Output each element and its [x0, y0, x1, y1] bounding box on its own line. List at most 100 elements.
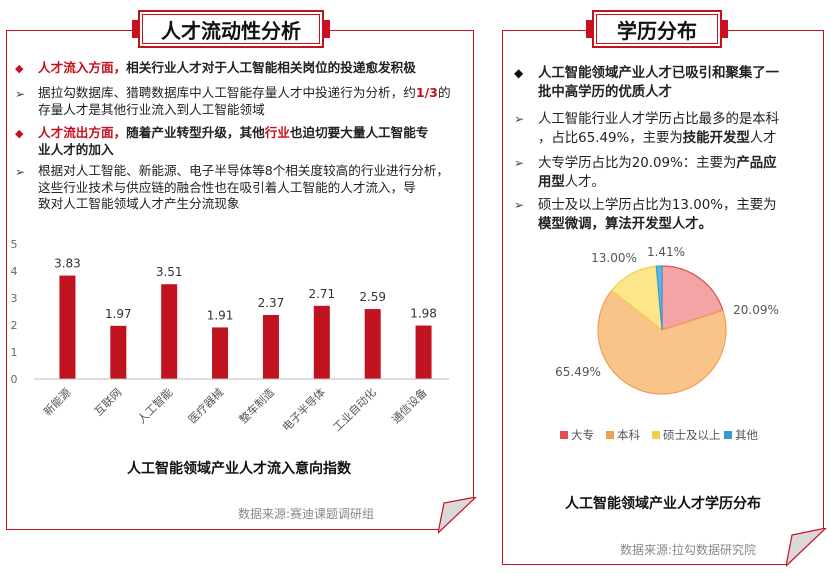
bar-value-label: 2.37 [258, 296, 285, 310]
pie-slice [655, 265, 663, 331]
title-decoration [586, 20, 592, 38]
inflow-detail: 据拉勾数据库、猎聘数据库中人工智能存量人才中投递行为分析，约1/3的 存量人才是… [38, 85, 468, 118]
legend-label: 硕士及以上 [663, 428, 721, 442]
inflow-head: 人才流入方面， [38, 60, 127, 75]
y-axis-ticks: 0 1 2 3 4 5 [11, 238, 18, 386]
x-tick-label: 通信设备 [389, 385, 430, 426]
y-tick-label: 0 [11, 373, 18, 386]
bar-value-label: 1.97 [105, 307, 132, 321]
pie-chart-title: 人工智能领域产业人才学历分布 [565, 495, 761, 512]
x-tick-label: 新能源 [40, 385, 73, 418]
edu-bachelor-type: 技能开发型 [682, 131, 750, 146]
pie-slice [597, 289, 727, 395]
right-section-title: 学历分布 [586, 10, 728, 48]
arrow-bullet-icon: ➢ [514, 112, 525, 126]
outflow-head: 人才流出方面， [38, 125, 127, 140]
bar-value-label: 1.98 [410, 307, 437, 321]
bar [262, 315, 279, 379]
inflow-point: 人才流入方面，相关行业人才对于人工智能相关岗位的投递愈发积极 [38, 60, 416, 77]
edu-college-a: 大专学历占比为20.09%：主要为 [538, 156, 737, 171]
pie-slice [661, 265, 724, 331]
edu-college: 大专学历占比为20.09%：主要为产品应 用型人才。 [538, 154, 777, 192]
edu-summary: 人工智能领域产业人才已吸引和聚集了一 批中高学历的优质人才 [538, 64, 779, 102]
edu-master-type: 模型微调，算法开发型 [538, 217, 672, 232]
inflow-text: 相关行业人才对于人工智能相关岗位的投递愈发积极 [126, 60, 416, 75]
arrow-bullet-icon: ➢ [514, 198, 525, 212]
pie-value-labels: 20.09% 65.49% 13.00% 1.41% [555, 245, 779, 379]
title-decoration [324, 20, 330, 38]
pie-value-label: 1.41% [647, 245, 685, 259]
edu-bachelor-a: ，占比65.49%，主要为 [538, 131, 683, 146]
pie-legend: 大专 本科 硕士及以上 其他 [560, 428, 758, 442]
x-tick-label: 电子半导体 [279, 385, 328, 434]
bar [110, 325, 127, 379]
inflow-detail-a: 据拉勾数据库、猎聘数据库中人工智能存量人才中投递行为分析，约 [38, 85, 416, 100]
title-decoration [132, 20, 138, 38]
pie-slices [597, 265, 727, 395]
bar [415, 325, 432, 379]
inflow-detail-line2: 存量人才是其他行业流入到人工智能领域 [38, 101, 265, 117]
edu-college-type2: 用型 [538, 175, 565, 190]
x-tick-label: 医疗器械 [185, 385, 226, 426]
outflow-detail-line1: 根据对人工智能、新能源、电子半导体等8个相关度较高的行业进行分析， [38, 163, 450, 178]
outflow-detail-line2: 这些行业技术与供应链的融合性也在吸引着人工智能的人才流入，导 [38, 179, 416, 195]
bar-value-label: 2.59 [359, 290, 386, 304]
outflow-point: 人才流出方面，随着产业转型升级，其他行业也迫切要大量人工智能专 业人才的加入 [38, 125, 470, 158]
bar [161, 284, 178, 379]
edu-college-type1: 产品应 [736, 156, 777, 171]
pie-value-label: 65.49% [555, 365, 601, 379]
education-pie-chart: 20.09% 65.49% 13.00% 1.41% 大专 本科 硕士及以上 其他 人工智能… [555, 245, 779, 512]
bar-value-label: 3.83 [54, 257, 81, 271]
edu-summary-line2: 批中高学历的优质人才 [538, 85, 672, 100]
arrow-bullet-icon: ➢ [514, 156, 525, 170]
outflow-a: 随着产业转型升级，其他 [126, 125, 265, 140]
x-axis-labels: 新能源 互联网 人工智能 医疗器械 整车制造 电子半导体 工业自动化 通信设备 [40, 385, 429, 434]
right-source: 数据来源:拉勾数据研究院 [620, 543, 757, 557]
diamond-bullet-icon: ◆ [514, 66, 524, 80]
edu-master-b: 人才。 [671, 217, 713, 232]
arrow-bullet-icon: ➢ [15, 165, 26, 179]
outflow-detail-line3: 致对人工智能领域人才产生分流现象 [38, 196, 240, 211]
bar-value-label: 1.91 [207, 308, 234, 322]
legend-swatch [724, 431, 732, 439]
value-labels: 3.83 1.97 3.51 1.91 2.37 2.71 2.59 1.98 [54, 257, 437, 323]
edu-master-line1: 硕士及以上学历占比为13.00%，主要为 [538, 198, 777, 213]
legend-swatch [606, 431, 614, 439]
pie-value-label: 13.00% [591, 251, 637, 265]
x-tick-label: 工业自动化 [330, 385, 379, 434]
bar [313, 305, 330, 379]
legend-label: 大专 [571, 428, 594, 442]
left-source: 数据来源:赛迪课题调研组 [238, 507, 375, 521]
bar [212, 327, 229, 379]
bar-chart-title: 人工智能领域产业人才流入意向指数 [127, 460, 352, 477]
left-panel [6, 30, 474, 530]
y-tick-label: 5 [11, 238, 18, 251]
right-title-text: 学历分布 [617, 18, 697, 43]
y-tick-label: 4 [11, 265, 18, 278]
outflow-detail: 根据对人工智能、新能源、电子半导体等8个相关度较高的行业进行分析， 这些行业技术… [38, 163, 470, 213]
edu-bachelor-c: 人才 [749, 131, 777, 146]
legend-label: 其他 [735, 428, 758, 442]
bars [59, 275, 432, 379]
y-tick-label: 3 [11, 292, 18, 305]
outflow-line2: 业人才的加入 [38, 141, 114, 157]
edu-master: 硕士及以上学历占比为13.00%，主要为 模型微调，算法开发型人才。 [538, 196, 777, 234]
diamond-bullet-icon: ◆ [15, 127, 24, 140]
edu-bachelor-line1: 人工智能行业人才学历占比最多的是本科 [538, 112, 780, 127]
y-tick-label: 1 [11, 346, 18, 359]
x-tick-label: 整车制造 [236, 385, 277, 426]
outflow-c: 也迫切要大量人工智能专 [289, 125, 429, 140]
bar [59, 275, 76, 379]
x-tick-label: 互联网 [92, 386, 125, 419]
pie-value-label: 20.09% [733, 303, 779, 317]
outflow-industry: 行业 [264, 125, 290, 140]
legend-swatch [560, 431, 568, 439]
legend-swatch [652, 431, 660, 439]
inflow-detail-c: 的 [437, 85, 451, 100]
inflow-detail-fraction: 1/3 [415, 85, 438, 100]
edu-summary-line1: 人工智能领域产业人才已吸引和聚集了一 [538, 66, 780, 81]
left-fold-corner [438, 497, 477, 534]
legend-label: 本科 [617, 428, 640, 442]
arrow-bullet-icon: ➢ [15, 87, 26, 101]
